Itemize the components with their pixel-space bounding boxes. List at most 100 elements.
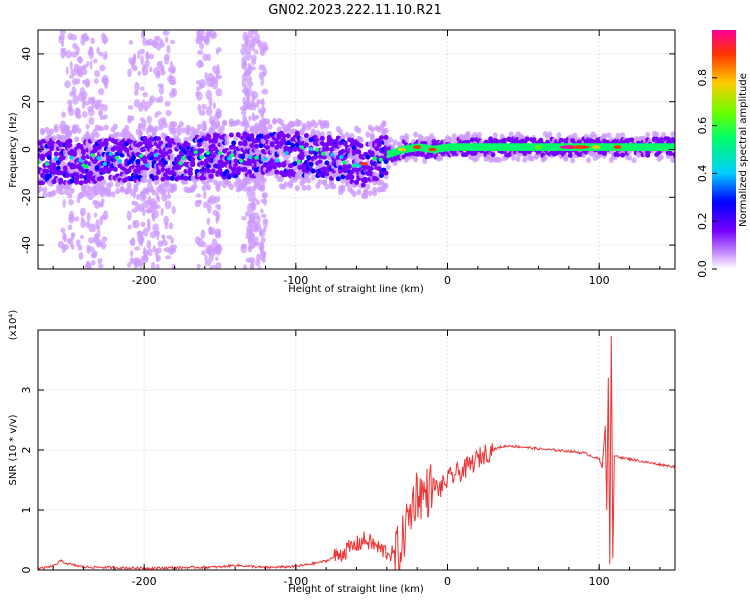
heatmap-cell [205, 150, 211, 155]
colorbar-tick-label: 0.2 [696, 212, 709, 230]
heatmap-cell [405, 145, 409, 153]
snr-y-tick-label: 3 [20, 387, 33, 394]
heatmap-cell [253, 171, 259, 178]
heatmap-cell [658, 154, 664, 161]
heatmap-cell [369, 126, 375, 133]
heatmap-cell [486, 143, 491, 151]
spectrogram-y-tick-label: 0 [20, 146, 33, 153]
heatmap-cell [167, 143, 173, 149]
heatmap-cell [231, 144, 237, 150]
heatmap-cell [150, 261, 156, 269]
heatmap-cell [127, 68, 132, 77]
heatmap-cell [103, 35, 107, 45]
heatmap-cell [206, 53, 211, 62]
spectrogram-y-tick-label: 20 [20, 95, 33, 109]
heatmap-cell [149, 200, 155, 211]
heatmap-cell [501, 137, 507, 143]
heatmap-cell [69, 60, 73, 71]
heatmap-cell [94, 69, 101, 78]
heatmap-cell [185, 142, 191, 148]
heatmap-cell [638, 143, 642, 151]
heatmap-cell [383, 134, 389, 140]
heatmap-cell [70, 34, 78, 41]
heatmap-cell [522, 156, 528, 163]
heatmap-cell [338, 168, 344, 174]
heatmap-cell [245, 75, 253, 84]
heatmap-cell [209, 33, 216, 40]
heatmap-cell [502, 143, 506, 151]
heatmap-cell [71, 163, 77, 169]
heatmap-cell [459, 143, 463, 151]
heatmap-cell [65, 66, 69, 76]
heatmap-cell [190, 156, 196, 162]
heatmap-cell [488, 136, 494, 142]
heatmap-cell [233, 135, 239, 142]
heatmap-cell [274, 169, 280, 175]
snr-panel: -200 -100 0 100 0 1 2 3 Height of straight line… [8, 310, 676, 595]
heatmap-cell [275, 158, 280, 163]
heatmap-cell [254, 49, 259, 55]
heatmap-cell [87, 186, 93, 193]
heatmap-cell [358, 136, 364, 143]
heatmap-cell [59, 30, 66, 35]
heatmap-cell [217, 167, 223, 173]
heatmap-cell [87, 237, 95, 244]
heatmap-cell [165, 181, 171, 188]
heatmap-cell [69, 178, 75, 184]
heatmap-cell [42, 187, 48, 194]
heatmap-cell [165, 175, 171, 181]
colorbar-ticks: 0.0 0.2 0.4 0.6 0.8 [696, 69, 717, 278]
heatmap-cell [671, 143, 675, 151]
heatmap-cell [212, 179, 218, 186]
heatmap-cell [641, 143, 645, 151]
spectrogram-heatmap [38, 30, 675, 269]
heatmap-cell [115, 131, 121, 138]
heatmap-cell [146, 218, 151, 228]
heatmap-cell [354, 179, 359, 185]
heatmap-cell [262, 250, 267, 259]
heatmap-cell [248, 90, 255, 97]
heatmap-cell [217, 195, 221, 203]
heatmap-cell [208, 97, 213, 107]
heatmap-cell [201, 185, 207, 192]
heatmap-cell [654, 131, 660, 138]
heatmap-cell [155, 255, 160, 263]
heatmap-cell [395, 147, 400, 156]
heatmap-cell [631, 157, 637, 164]
heatmap-cell [251, 158, 257, 164]
heatmap-cell [83, 178, 89, 184]
heatmap-cell [58, 34, 66, 41]
heatmap-cell [148, 53, 155, 60]
heatmap-cell [71, 86, 77, 96]
heatmap-cell [74, 179, 80, 185]
heatmap-cell [398, 147, 406, 152]
heatmap-cell [515, 156, 521, 163]
heatmap-cell [294, 130, 300, 136]
heatmap-cell [77, 92, 84, 102]
heatmap-cell [85, 81, 90, 86]
heatmap-cell [96, 156, 101, 161]
heatmap-cell [167, 148, 173, 154]
heatmap-cell [533, 153, 539, 160]
heatmap-cell [301, 125, 307, 132]
heatmap-cell [106, 186, 112, 193]
heatmap-cell [456, 143, 460, 151]
heatmap-cell [241, 56, 247, 65]
heatmap-cell [529, 143, 533, 151]
heatmap-cell [144, 187, 150, 194]
heatmap-cell [259, 49, 266, 56]
heatmap-cell [53, 151, 59, 157]
heatmap-cell [644, 143, 648, 151]
heatmap-cell [172, 127, 177, 134]
heatmap-cell [217, 151, 223, 156]
heatmap-cell [263, 156, 268, 161]
heatmap-cell [242, 139, 248, 145]
heatmap-cell [198, 82, 204, 90]
heatmap-cell [162, 30, 170, 36]
heatmap-cell [260, 213, 267, 219]
heatmap-cell [206, 247, 213, 256]
heatmap-cell [284, 150, 289, 155]
heatmap-cell [242, 264, 248, 269]
heatmap-cell [645, 131, 651, 138]
heatmap-cell [75, 51, 80, 56]
